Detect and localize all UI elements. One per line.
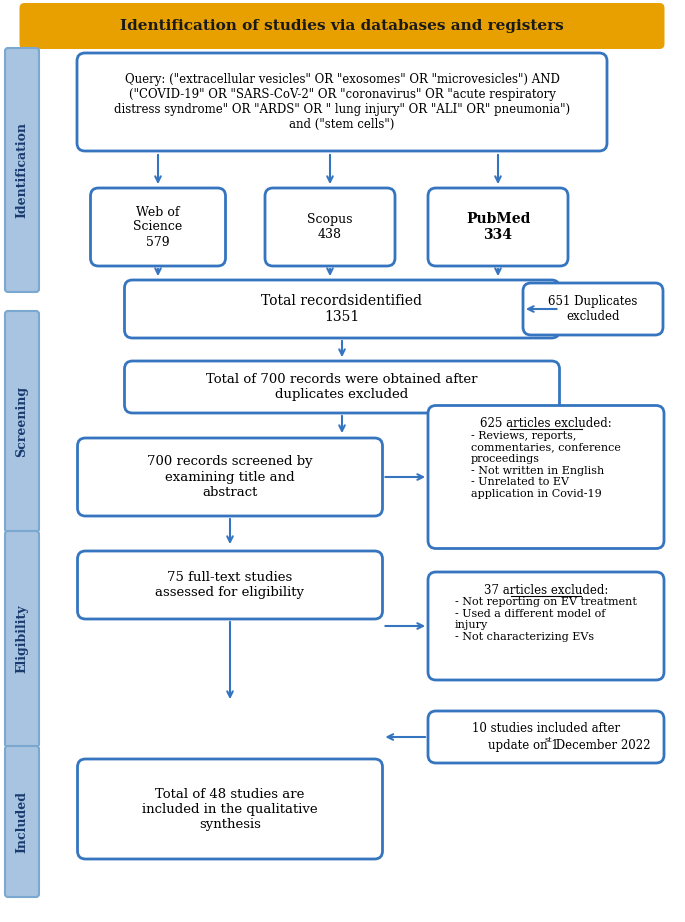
FancyBboxPatch shape	[5, 48, 39, 292]
FancyBboxPatch shape	[428, 711, 664, 763]
Text: Total of 700 records were obtained after
duplicates excluded: Total of 700 records were obtained after…	[206, 373, 477, 401]
Text: Web of
Science
579: Web of Science 579	[134, 206, 183, 249]
FancyBboxPatch shape	[428, 572, 664, 680]
FancyBboxPatch shape	[90, 188, 225, 266]
FancyBboxPatch shape	[5, 531, 39, 747]
Text: Included: Included	[16, 790, 29, 853]
Text: st: st	[544, 736, 551, 744]
FancyBboxPatch shape	[428, 188, 568, 266]
Text: Query: ("extracellular vesicles" OR "exosomes" OR "microvesicles") AND
("COVID-1: Query: ("extracellular vesicles" OR "exo…	[114, 73, 570, 131]
Text: 625 articles excluded:: 625 articles excluded:	[480, 417, 612, 431]
Text: Screening: Screening	[16, 386, 29, 457]
Text: PubMed
334: PubMed 334	[466, 212, 530, 242]
FancyBboxPatch shape	[428, 406, 664, 549]
Text: Total of 48 studies are
included in the qualitative
synthesis: Total of 48 studies are included in the …	[142, 787, 318, 831]
FancyBboxPatch shape	[125, 361, 560, 413]
Text: Identification of studies via databases and registers: Identification of studies via databases …	[120, 19, 564, 33]
Text: Total recordsidentified
1351: Total recordsidentified 1351	[262, 294, 423, 325]
Text: Scopus
438: Scopus 438	[308, 213, 353, 241]
Text: 700 records screened by
examining title and
abstract: 700 records screened by examining title …	[147, 455, 313, 499]
Text: 651 Duplicates
excluded: 651 Duplicates excluded	[548, 295, 638, 323]
Text: Eligibility: Eligibility	[16, 605, 29, 673]
FancyBboxPatch shape	[5, 311, 39, 532]
Text: - Not reporting on EV treatment
- Used a different model of
injury
- Not charact: - Not reporting on EV treatment - Used a…	[455, 597, 637, 642]
Text: update on 1: update on 1	[488, 739, 559, 751]
FancyBboxPatch shape	[125, 280, 560, 338]
FancyBboxPatch shape	[523, 283, 663, 335]
FancyBboxPatch shape	[265, 188, 395, 266]
FancyBboxPatch shape	[77, 438, 382, 516]
FancyBboxPatch shape	[19, 3, 664, 49]
FancyBboxPatch shape	[77, 551, 382, 619]
Text: - Reviews, reports,
commentaries, conference
proceedings
- Not written in Englis: - Reviews, reports, commentaries, confer…	[471, 431, 621, 499]
FancyBboxPatch shape	[77, 759, 382, 859]
Text: 37 articles excluded:: 37 articles excluded:	[484, 584, 608, 597]
Text: 10 studies included after: 10 studies included after	[472, 722, 620, 735]
Text: Identification: Identification	[16, 122, 29, 218]
FancyBboxPatch shape	[77, 53, 607, 151]
Text: 75 full-text studies
assessed for eligibility: 75 full-text studies assessed for eligib…	[155, 571, 305, 599]
FancyBboxPatch shape	[5, 746, 39, 897]
Text: December 2022: December 2022	[552, 739, 651, 751]
